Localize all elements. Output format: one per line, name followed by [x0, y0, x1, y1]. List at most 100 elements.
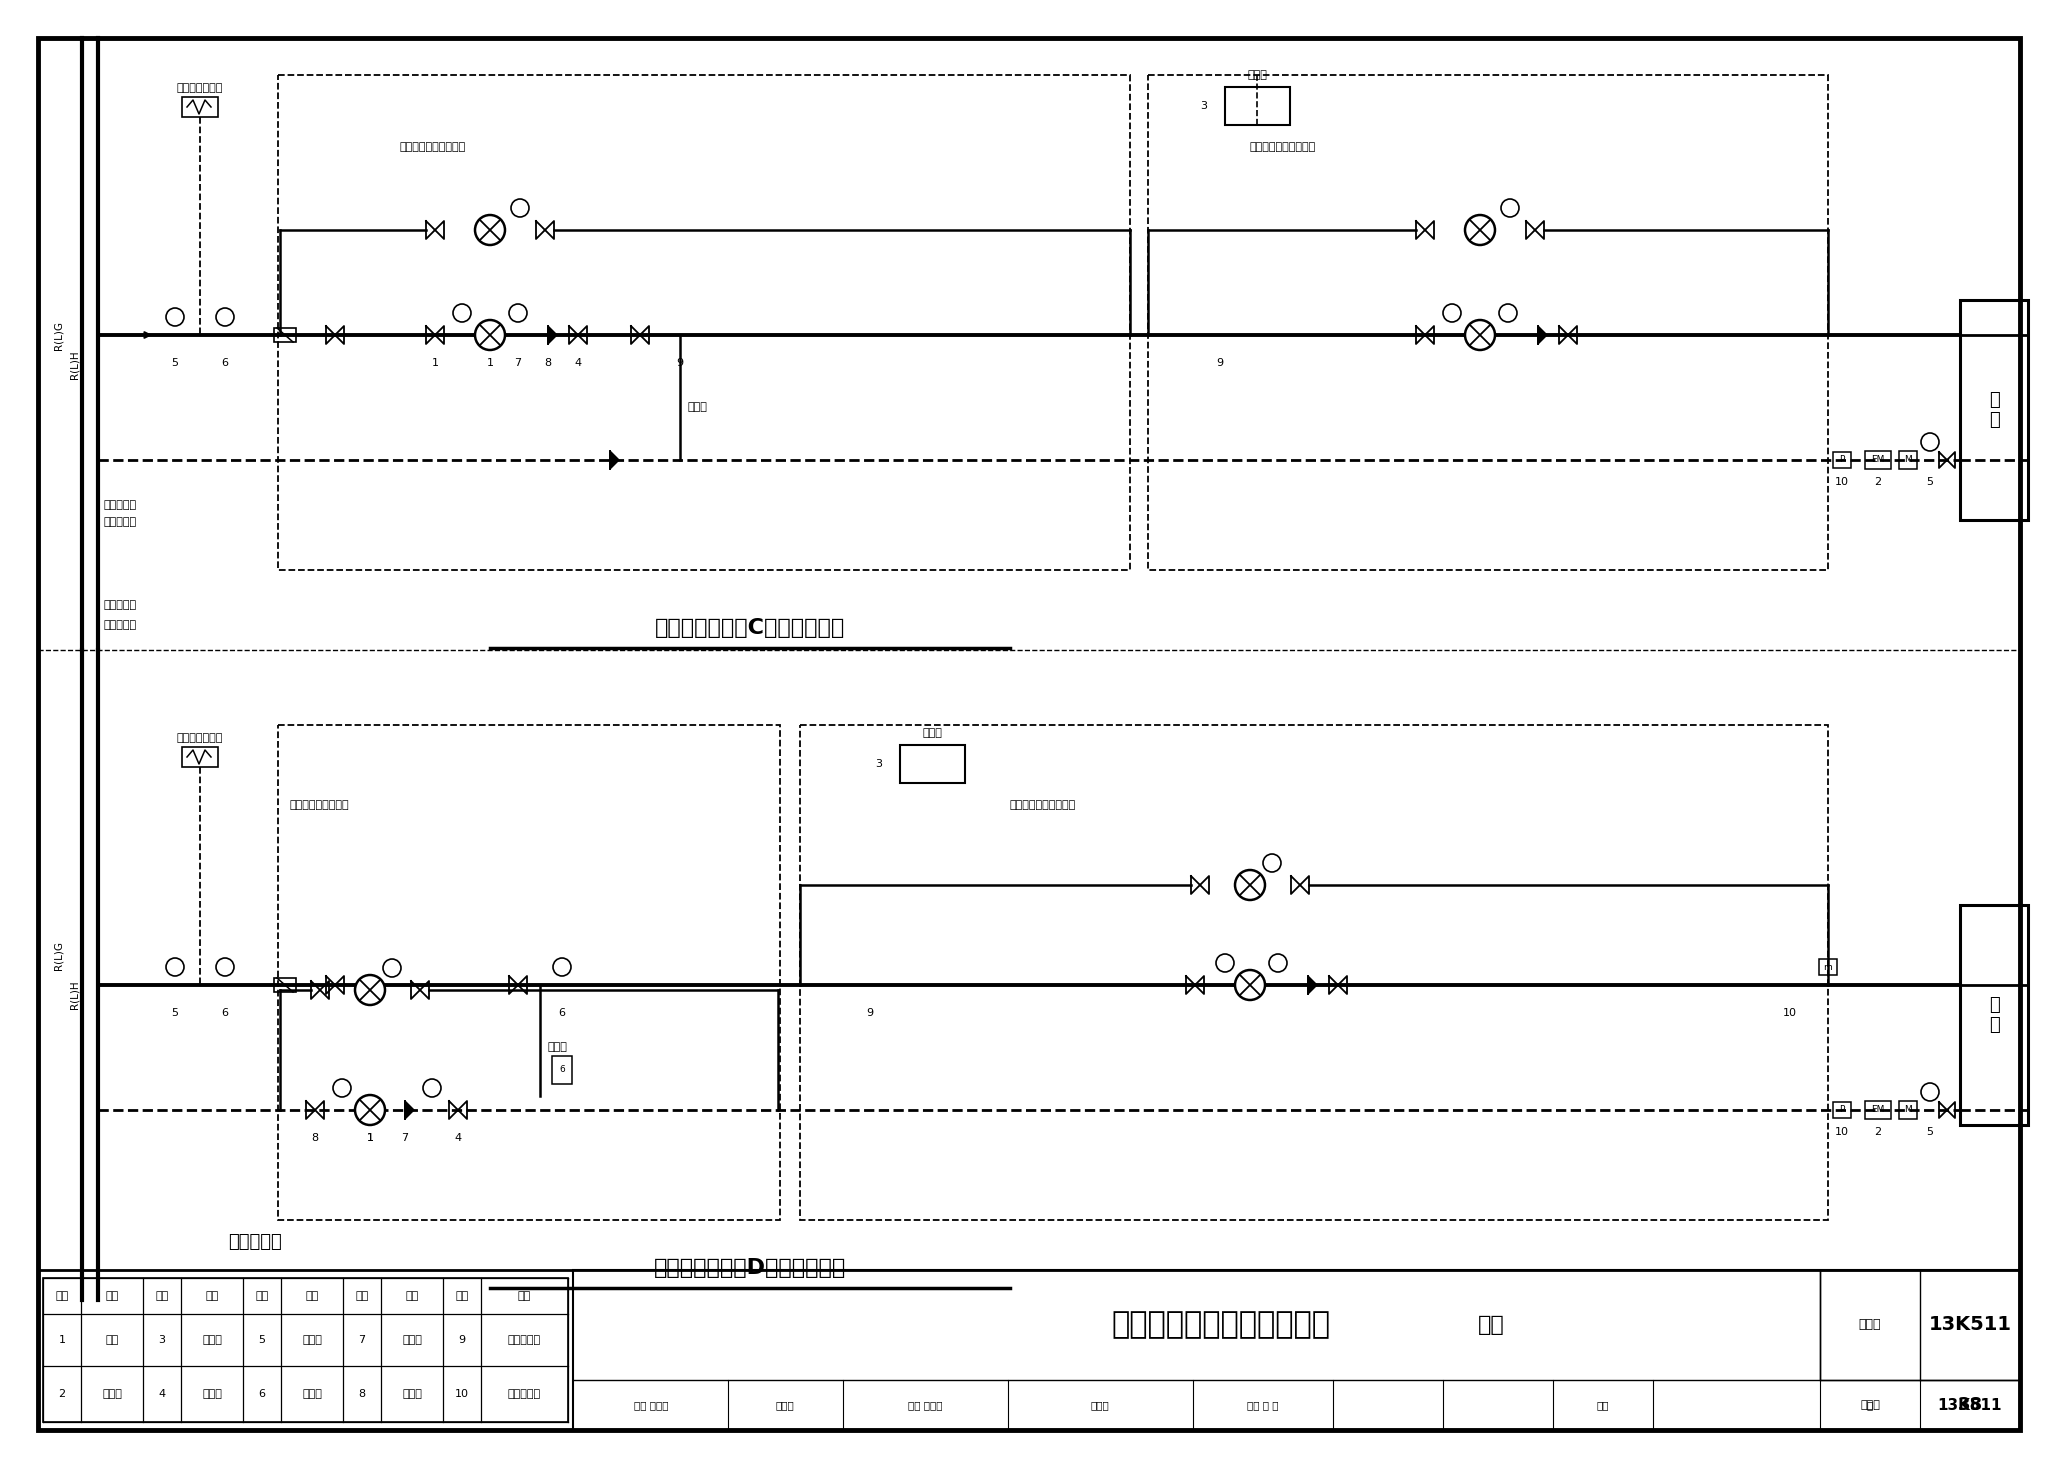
Bar [1898, 1101, 1917, 1119]
Bar [274, 978, 297, 992]
Text: 旁通管: 旁通管 [549, 1042, 567, 1052]
Polygon shape [406, 1101, 414, 1119]
Bar [1921, 1380, 2019, 1429]
Bar [1898, 452, 1917, 469]
Text: 控制柜: 控制柜 [922, 728, 942, 739]
Circle shape [453, 305, 471, 322]
Text: 温度传感器: 温度传感器 [508, 1335, 541, 1345]
Text: 旁通管: 旁通管 [688, 402, 709, 412]
Text: 6: 6 [559, 1008, 565, 1018]
Text: 能量计: 能量计 [102, 1389, 123, 1399]
Text: 名称: 名称 [518, 1291, 530, 1301]
Text: 编号: 编号 [356, 1291, 369, 1301]
Circle shape [383, 959, 401, 978]
Bar [899, 745, 965, 782]
Text: 5: 5 [258, 1335, 266, 1345]
Polygon shape [1309, 976, 1317, 994]
Text: 5: 5 [1927, 476, 1933, 487]
Text: 13K511: 13K511 [1937, 1397, 2003, 1412]
Bar [1866, 1101, 1890, 1119]
Circle shape [1217, 954, 1235, 972]
Circle shape [354, 1096, 385, 1125]
Text: 控制柜: 控制柜 [203, 1335, 221, 1345]
Text: 4: 4 [573, 358, 582, 369]
Text: 6: 6 [258, 1389, 266, 1399]
Text: 5: 5 [172, 1008, 178, 1018]
Bar [1960, 905, 2028, 1125]
Circle shape [1464, 216, 1495, 245]
Circle shape [166, 959, 184, 976]
Text: 用
户: 用 户 [1989, 995, 1999, 1034]
Polygon shape [1538, 326, 1546, 344]
Text: 室外温度传感器: 室外温度传感器 [176, 733, 223, 743]
Text: 控制柜: 控制柜 [1247, 70, 1268, 80]
Text: 管网回水管: 管网回水管 [102, 621, 135, 629]
Circle shape [215, 307, 233, 326]
Text: R(L)G: R(L)G [53, 941, 63, 969]
Bar [43, 1278, 567, 1422]
Circle shape [1921, 1083, 1939, 1101]
Bar [279, 74, 1130, 570]
Text: 名称: 名称 [104, 1291, 119, 1301]
Circle shape [1235, 870, 1266, 900]
Polygon shape [610, 452, 618, 469]
Text: 10: 10 [1835, 476, 1849, 487]
Text: 编号: 编号 [455, 1291, 469, 1301]
Text: P: P [1839, 1106, 1845, 1115]
Polygon shape [549, 326, 557, 344]
Text: 5: 5 [172, 358, 178, 369]
Circle shape [1444, 305, 1460, 322]
Text: 4: 4 [455, 1134, 461, 1142]
Circle shape [475, 216, 506, 245]
Text: 页: 页 [1868, 1400, 1874, 1410]
Text: 呂昭昭: 呂昭昭 [776, 1400, 795, 1410]
Bar [1149, 74, 1829, 570]
Text: 名称对照表: 名称对照表 [227, 1233, 283, 1252]
Text: 截止阀: 截止阀 [203, 1389, 221, 1399]
Text: 1: 1 [432, 358, 438, 369]
Text: 7: 7 [358, 1335, 365, 1345]
Bar [801, 726, 1829, 1220]
Text: 8: 8 [311, 1134, 319, 1142]
Text: 3: 3 [1200, 101, 1206, 111]
Circle shape [334, 1080, 350, 1097]
Text: 管网供水管: 管网供水管 [102, 600, 135, 610]
Text: m: m [1823, 963, 1833, 972]
Text: M: M [1905, 1106, 1913, 1115]
Circle shape [553, 959, 571, 976]
Circle shape [512, 200, 528, 217]
Circle shape [1235, 970, 1266, 1000]
Text: M: M [1905, 456, 1913, 465]
Text: 6: 6 [221, 358, 229, 369]
Circle shape [424, 1080, 440, 1097]
Text: 冷水泵或热水备用水泵: 冷水泵或热水备用水泵 [1010, 800, 1077, 810]
Text: 7: 7 [401, 1134, 408, 1142]
Text: 冷水泵或热水备用水泵: 冷水泵或热水备用水泵 [1249, 141, 1317, 152]
Circle shape [1264, 854, 1280, 871]
Text: 室外温度传感器: 室外温度传感器 [176, 83, 223, 93]
Text: 压力传感器: 压力传感器 [508, 1389, 541, 1399]
Text: 9: 9 [676, 358, 684, 369]
Circle shape [1921, 433, 1939, 452]
Text: 多级混水泵系统工作原理图: 多级混水泵系统工作原理图 [1112, 1310, 1331, 1339]
Text: 6: 6 [221, 1008, 229, 1018]
Text: 管网回水管: 管网回水管 [102, 517, 135, 527]
Text: 管网供水管: 管网供水管 [102, 500, 135, 510]
Text: 2: 2 [1874, 476, 1882, 487]
Text: 4: 4 [158, 1389, 166, 1399]
Text: 10: 10 [1784, 1008, 1796, 1018]
Text: 38: 38 [1958, 1396, 1982, 1413]
Circle shape [166, 307, 184, 326]
Text: 3: 3 [158, 1335, 166, 1345]
Text: 6: 6 [559, 1065, 565, 1074]
Circle shape [354, 975, 385, 1005]
Text: EM: EM [1872, 1106, 1884, 1115]
Text: 10: 10 [1835, 1128, 1849, 1136]
Text: 湿度计: 湿度计 [301, 1389, 322, 1399]
Text: 1: 1 [487, 358, 494, 369]
Text: 1: 1 [59, 1335, 66, 1345]
Text: 校对 谢晓莉: 校对 谢晓莉 [907, 1400, 942, 1410]
Text: 多级混水泵系统D型工作原理图: 多级混水泵系统D型工作原理图 [653, 1257, 846, 1278]
Text: 廊直: 廊直 [1597, 1400, 1610, 1410]
Text: 邵电气: 邵电气 [1092, 1400, 1110, 1410]
